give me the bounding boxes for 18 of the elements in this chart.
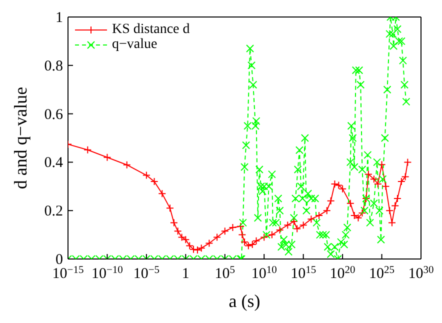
- y-axis-title: d and q−value: [10, 86, 30, 190]
- x-tick-label: 10$^{−10}$: [92, 264, 123, 282]
- x-tick-label: 10$^{5}$: [214, 264, 236, 282]
- y-tick-label: 0.4: [44, 155, 64, 172]
- y-tick-label: 1: [56, 10, 63, 26]
- x-tick-label: 10$^{15}$: [290, 264, 316, 282]
- x-tick-label: 10$^{30}$: [408, 264, 434, 282]
- legend-label: KS distance d: [112, 22, 190, 37]
- x-tick-label: 10$^{10}$: [251, 264, 277, 282]
- x-axis-title: a (s): [228, 291, 260, 311]
- x-tick-label: 10$^{25}$: [369, 264, 395, 282]
- y-tick-label: 0.8: [44, 58, 63, 74]
- x-tick-label: 1: [182, 266, 190, 282]
- x-tick-label: 10$^{−5}$: [133, 264, 160, 282]
- legend-label: q−value: [112, 37, 158, 52]
- x-tick-label: 10$^{20}$: [330, 264, 356, 282]
- y-tick-label: 0.6: [44, 106, 64, 123]
- y-tick-label: 0.2: [44, 204, 63, 220]
